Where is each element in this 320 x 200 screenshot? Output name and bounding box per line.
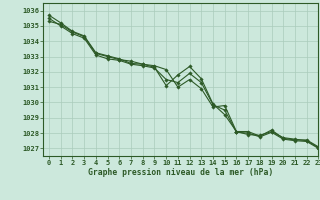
X-axis label: Graphe pression niveau de la mer (hPa): Graphe pression niveau de la mer (hPa) <box>88 168 273 177</box>
